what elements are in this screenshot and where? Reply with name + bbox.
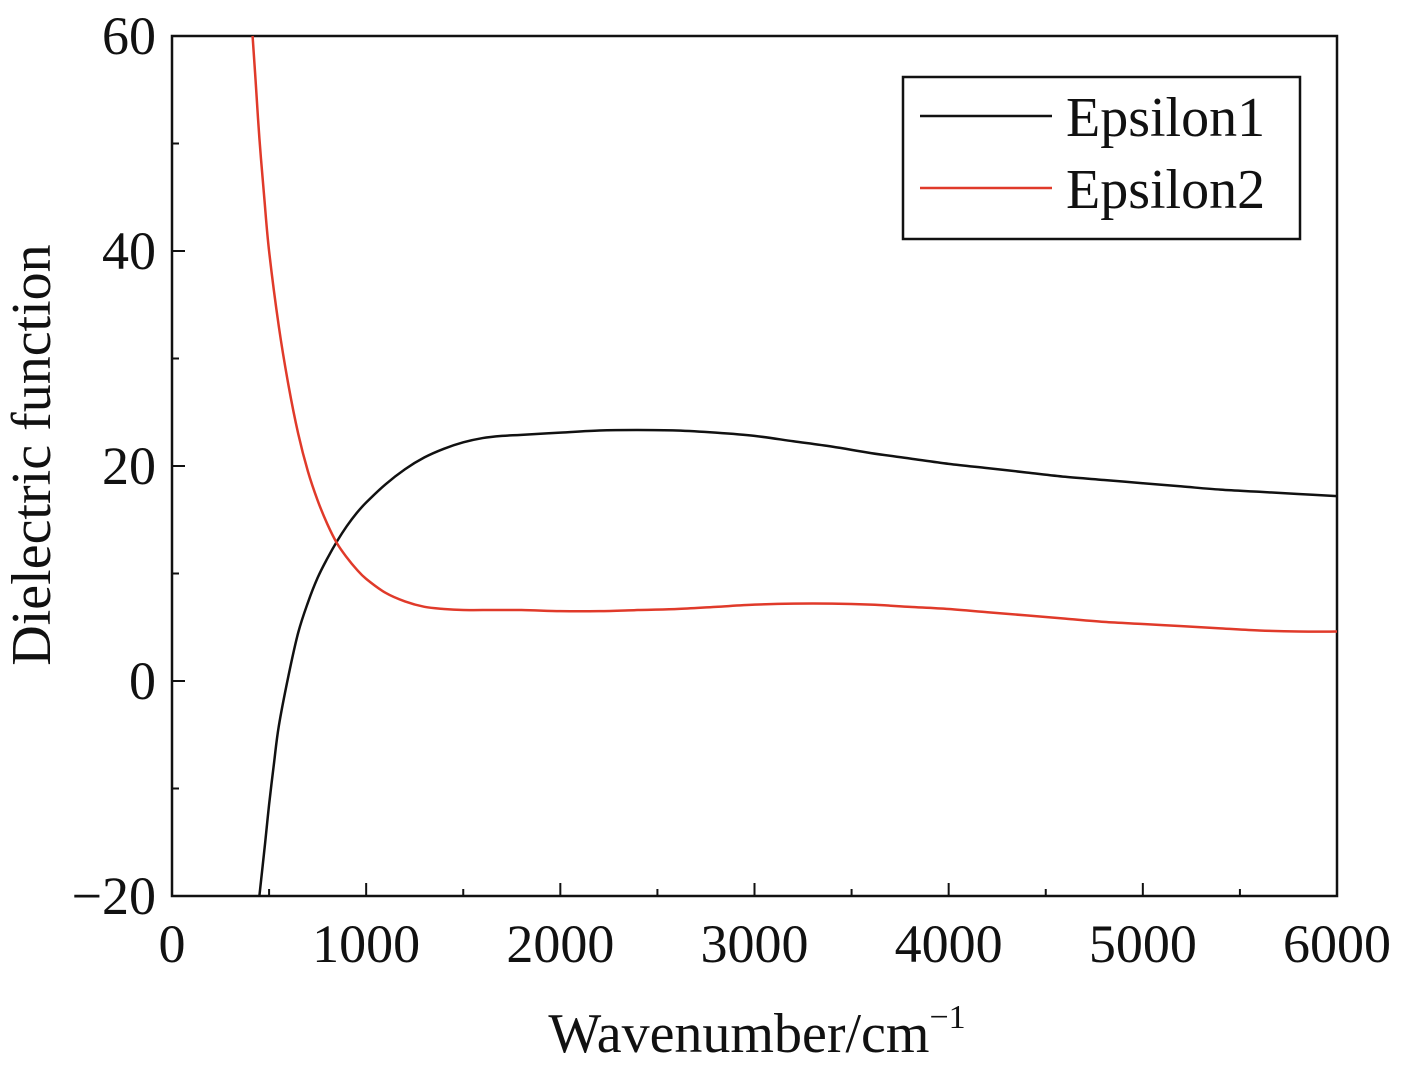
y-axis: −20 0 20 40 60 — [72, 6, 185, 926]
legend-label-epsilon2: Epsilon2 — [1066, 159, 1265, 221]
x-axis-title: Wavenumber/cm−1 — [548, 999, 965, 1065]
x-tick-label: 4000 — [895, 914, 1003, 974]
legend: Epsilon1 Epsilon2 — [901, 75, 1302, 241]
y-tick-label: 0 — [129, 651, 156, 711]
legend-label-epsilon1: Epsilon1 — [1066, 87, 1265, 149]
x-axis-title-superscript: −1 — [929, 999, 965, 1036]
x-tick-label: 1000 — [312, 914, 420, 974]
x-tick-label: 0 — [159, 914, 186, 974]
series-line-epsilon2 — [251, 35, 1338, 633]
x-axis: 0 1000 2000 3000 4000 5000 6000 — [159, 883, 1391, 974]
y-tick-label: 60 — [102, 6, 156, 66]
x-tick-label: 2000 — [506, 914, 614, 974]
x-tick-label: 5000 — [1089, 914, 1197, 974]
x-axis-title-main: Wavenumber/cm — [548, 1003, 929, 1065]
y-axis-title: Dielectric function — [1, 244, 63, 665]
y-tick-label: 40 — [102, 221, 156, 281]
legend-box — [901, 75, 1302, 241]
x-tick-label: 3000 — [701, 914, 809, 974]
series-layer — [251, 35, 1338, 897]
x-tick-label: 6000 — [1283, 914, 1391, 974]
y-tick-label: −20 — [72, 866, 156, 926]
series-line-epsilon1 — [258, 428, 1338, 897]
y-tick-label: 20 — [102, 436, 156, 496]
